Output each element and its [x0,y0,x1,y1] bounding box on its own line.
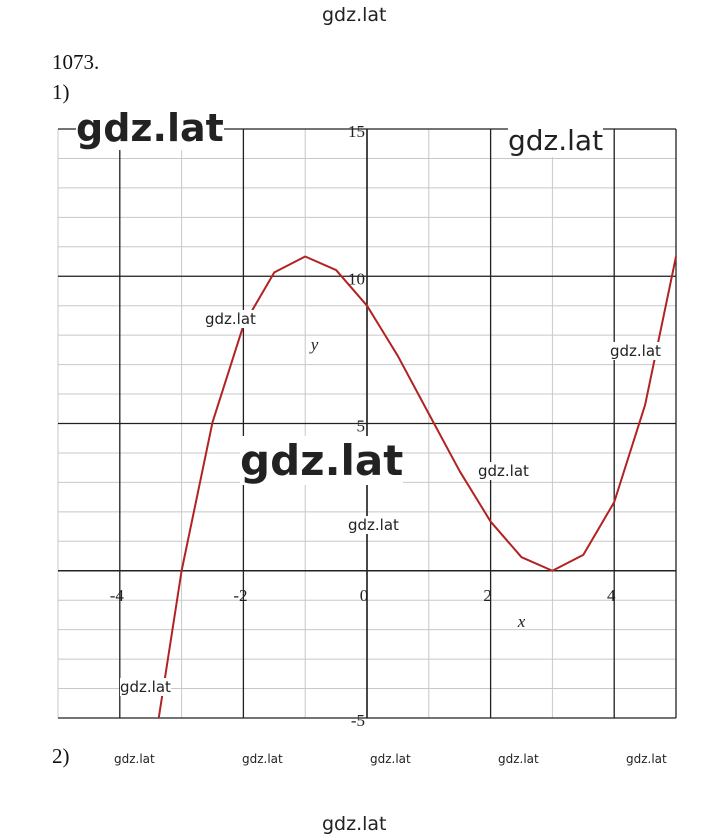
watermark: gdz.lat [478,462,529,480]
watermark: gdz.lat [610,342,661,360]
watermark: gdz.lat [370,752,411,766]
y-axis-label: y [309,335,319,354]
watermark: gdz.lat [348,516,399,534]
watermark: gdz.lat [205,310,256,328]
x-tick-label: -2 [233,586,247,605]
x-axis-label: x [517,612,526,631]
watermark: gdz.lat [508,124,604,157]
watermark: gdz.lat [322,4,387,26]
y-tick-label: 5 [357,417,366,436]
curve [157,255,677,719]
x-tick-label: 2 [483,586,492,605]
y-tick-label: 10 [348,269,365,288]
x-tick-label: 4 [607,586,616,605]
part-label: 2) [52,744,70,768]
y-tick-label: 15 [348,122,365,141]
y-tick-label: -5 [351,711,365,730]
watermark: gdz.lat [498,752,539,766]
watermark: gdz.lat [626,752,667,766]
watermark: gdz.lat [76,106,224,150]
x-tick-label: -4 [110,586,125,605]
watermark: gdz.lat [114,752,155,766]
watermark: gdz.lat [322,813,387,835]
watermark: gdz.lat [120,678,171,696]
x-tick-label: 0 [360,586,369,605]
watermark: gdz.lat [240,436,404,485]
part-label: 1) [52,80,70,104]
watermark: gdz.lat [242,752,283,766]
problem-number: 1073. [52,50,100,74]
